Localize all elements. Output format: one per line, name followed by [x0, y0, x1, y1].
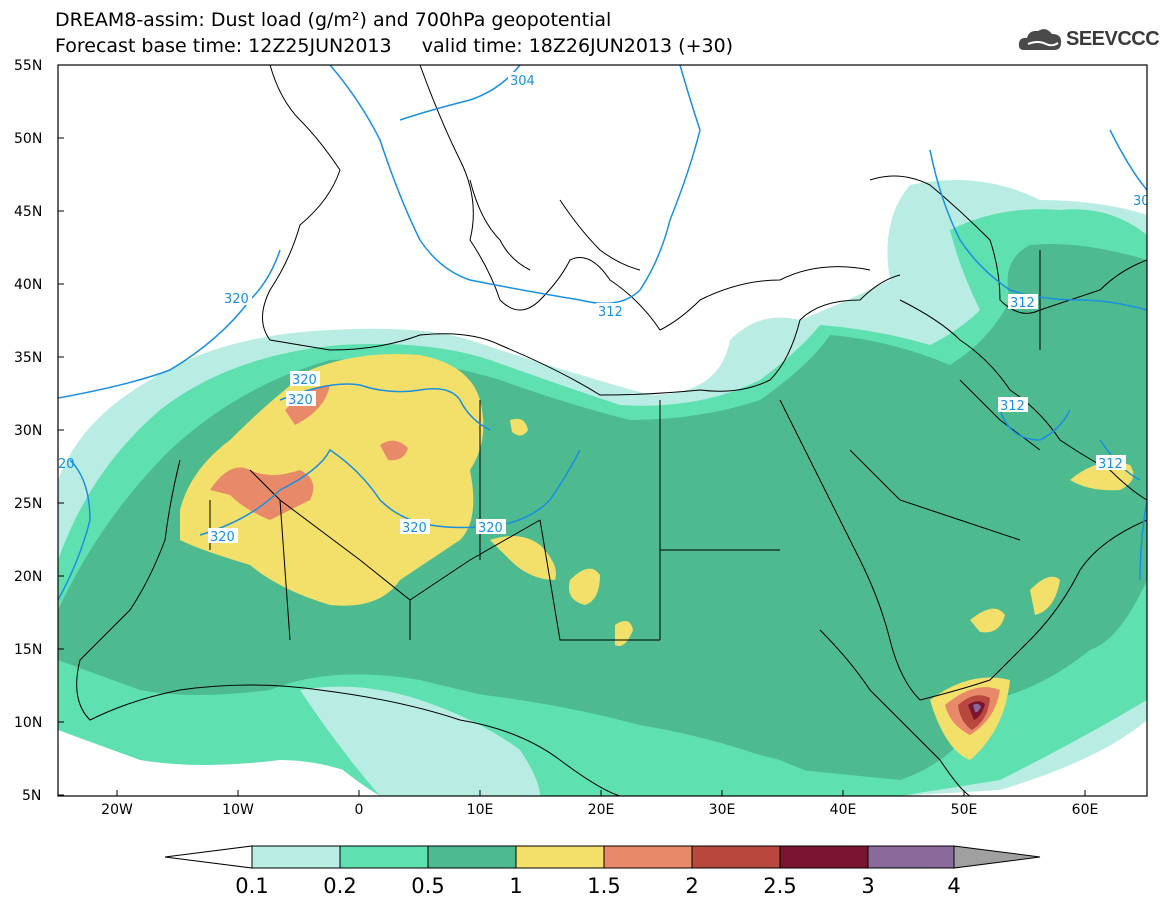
dust-band-1: [180, 354, 484, 606]
contour-label: 320: [402, 521, 427, 536]
colorbar-label: 4: [947, 874, 961, 898]
geopotential-contours: [58, 65, 1147, 601]
contour-label: 312: [1010, 296, 1035, 311]
colorbar-swatch: [691, 845, 781, 869]
colorbar-label: 0.1: [235, 874, 269, 898]
lat-label: 20N: [14, 569, 42, 585]
contour-label: 320: [210, 530, 235, 545]
colorbar-low-arrow: [164, 845, 253, 869]
dust-band-1.5: [210, 467, 314, 520]
contour-label: 320: [478, 521, 503, 536]
lat-label: 25N: [14, 496, 42, 512]
lat-label: 55N: [14, 58, 42, 74]
colorbar-label: 3: [861, 874, 875, 898]
colorbar-swatch: [339, 845, 429, 869]
contour-label: 304: [510, 74, 535, 89]
contour-label: 312: [598, 305, 623, 320]
lat-label: 40N: [14, 277, 42, 293]
lat-label: 50N: [14, 131, 42, 147]
lon-label: 30E: [709, 802, 736, 818]
logo-text: SEEVCCC: [1066, 28, 1160, 50]
contour-label: 320: [292, 373, 317, 388]
contour-label: 20: [58, 457, 75, 472]
colorbar-label: 2: [685, 874, 699, 898]
colorbar-swatch: [779, 845, 869, 869]
lat-label: 45N: [14, 204, 42, 220]
contour-label: 312: [1098, 457, 1123, 472]
colorbar-swatch: [251, 845, 341, 869]
map-title: DREAM8-assim: Dust load (g/m²) and 700hP…: [55, 9, 612, 31]
colorbar-swatch: [427, 845, 517, 869]
contour-label: 30: [1133, 194, 1150, 209]
colorbar-label: 1: [509, 874, 523, 898]
colorbar-swatch: [515, 845, 605, 869]
lat-label: 5N: [22, 788, 41, 804]
lat-label: 10N: [14, 715, 42, 731]
lon-label: 0: [355, 802, 364, 818]
colorbar-label: 0.2: [323, 874, 357, 898]
longitude-axis: 20W 10W 0 10E 20E 30E 40E 50E 60E: [101, 790, 1098, 818]
lon-label: 60E: [1072, 802, 1099, 818]
lat-label: 15N: [14, 642, 42, 658]
lon-label: 20W: [101, 802, 133, 818]
colorbar-swatch: [867, 845, 955, 869]
contour-label: 320: [224, 292, 249, 307]
latitude-axis: 55N 50N 45N 40N 35N 30N 25N 20N 15N 10N …: [14, 58, 64, 804]
colorbar: [164, 845, 1041, 869]
contour-labels: 320 320 320 320 320 320 312 312 312 312 …: [58, 72, 1150, 545]
lat-label: 35N: [14, 350, 42, 366]
colorbar-label: 1.5: [587, 874, 621, 898]
colorbar-label: 2.5: [763, 874, 797, 898]
colorbar-label: 0.5: [411, 874, 445, 898]
colorbar-swatch: [603, 845, 693, 869]
cloud-logo-icon: [1018, 29, 1062, 50]
coastlines: [76, 65, 1147, 796]
lon-label: 40E: [830, 802, 857, 818]
lon-label: 10E: [467, 802, 494, 818]
forecast-time: Forecast base time: 12Z25JUN2013 valid t…: [55, 35, 734, 57]
colorbar-high-arrow: [953, 845, 1041, 869]
contour-label: 312: [1000, 399, 1025, 414]
lon-label: 10W: [222, 802, 254, 818]
lat-label: 30N: [14, 423, 42, 439]
contour-label: 320: [288, 393, 313, 408]
lon-label: 20E: [588, 802, 615, 818]
lon-label: 50E: [951, 802, 978, 818]
